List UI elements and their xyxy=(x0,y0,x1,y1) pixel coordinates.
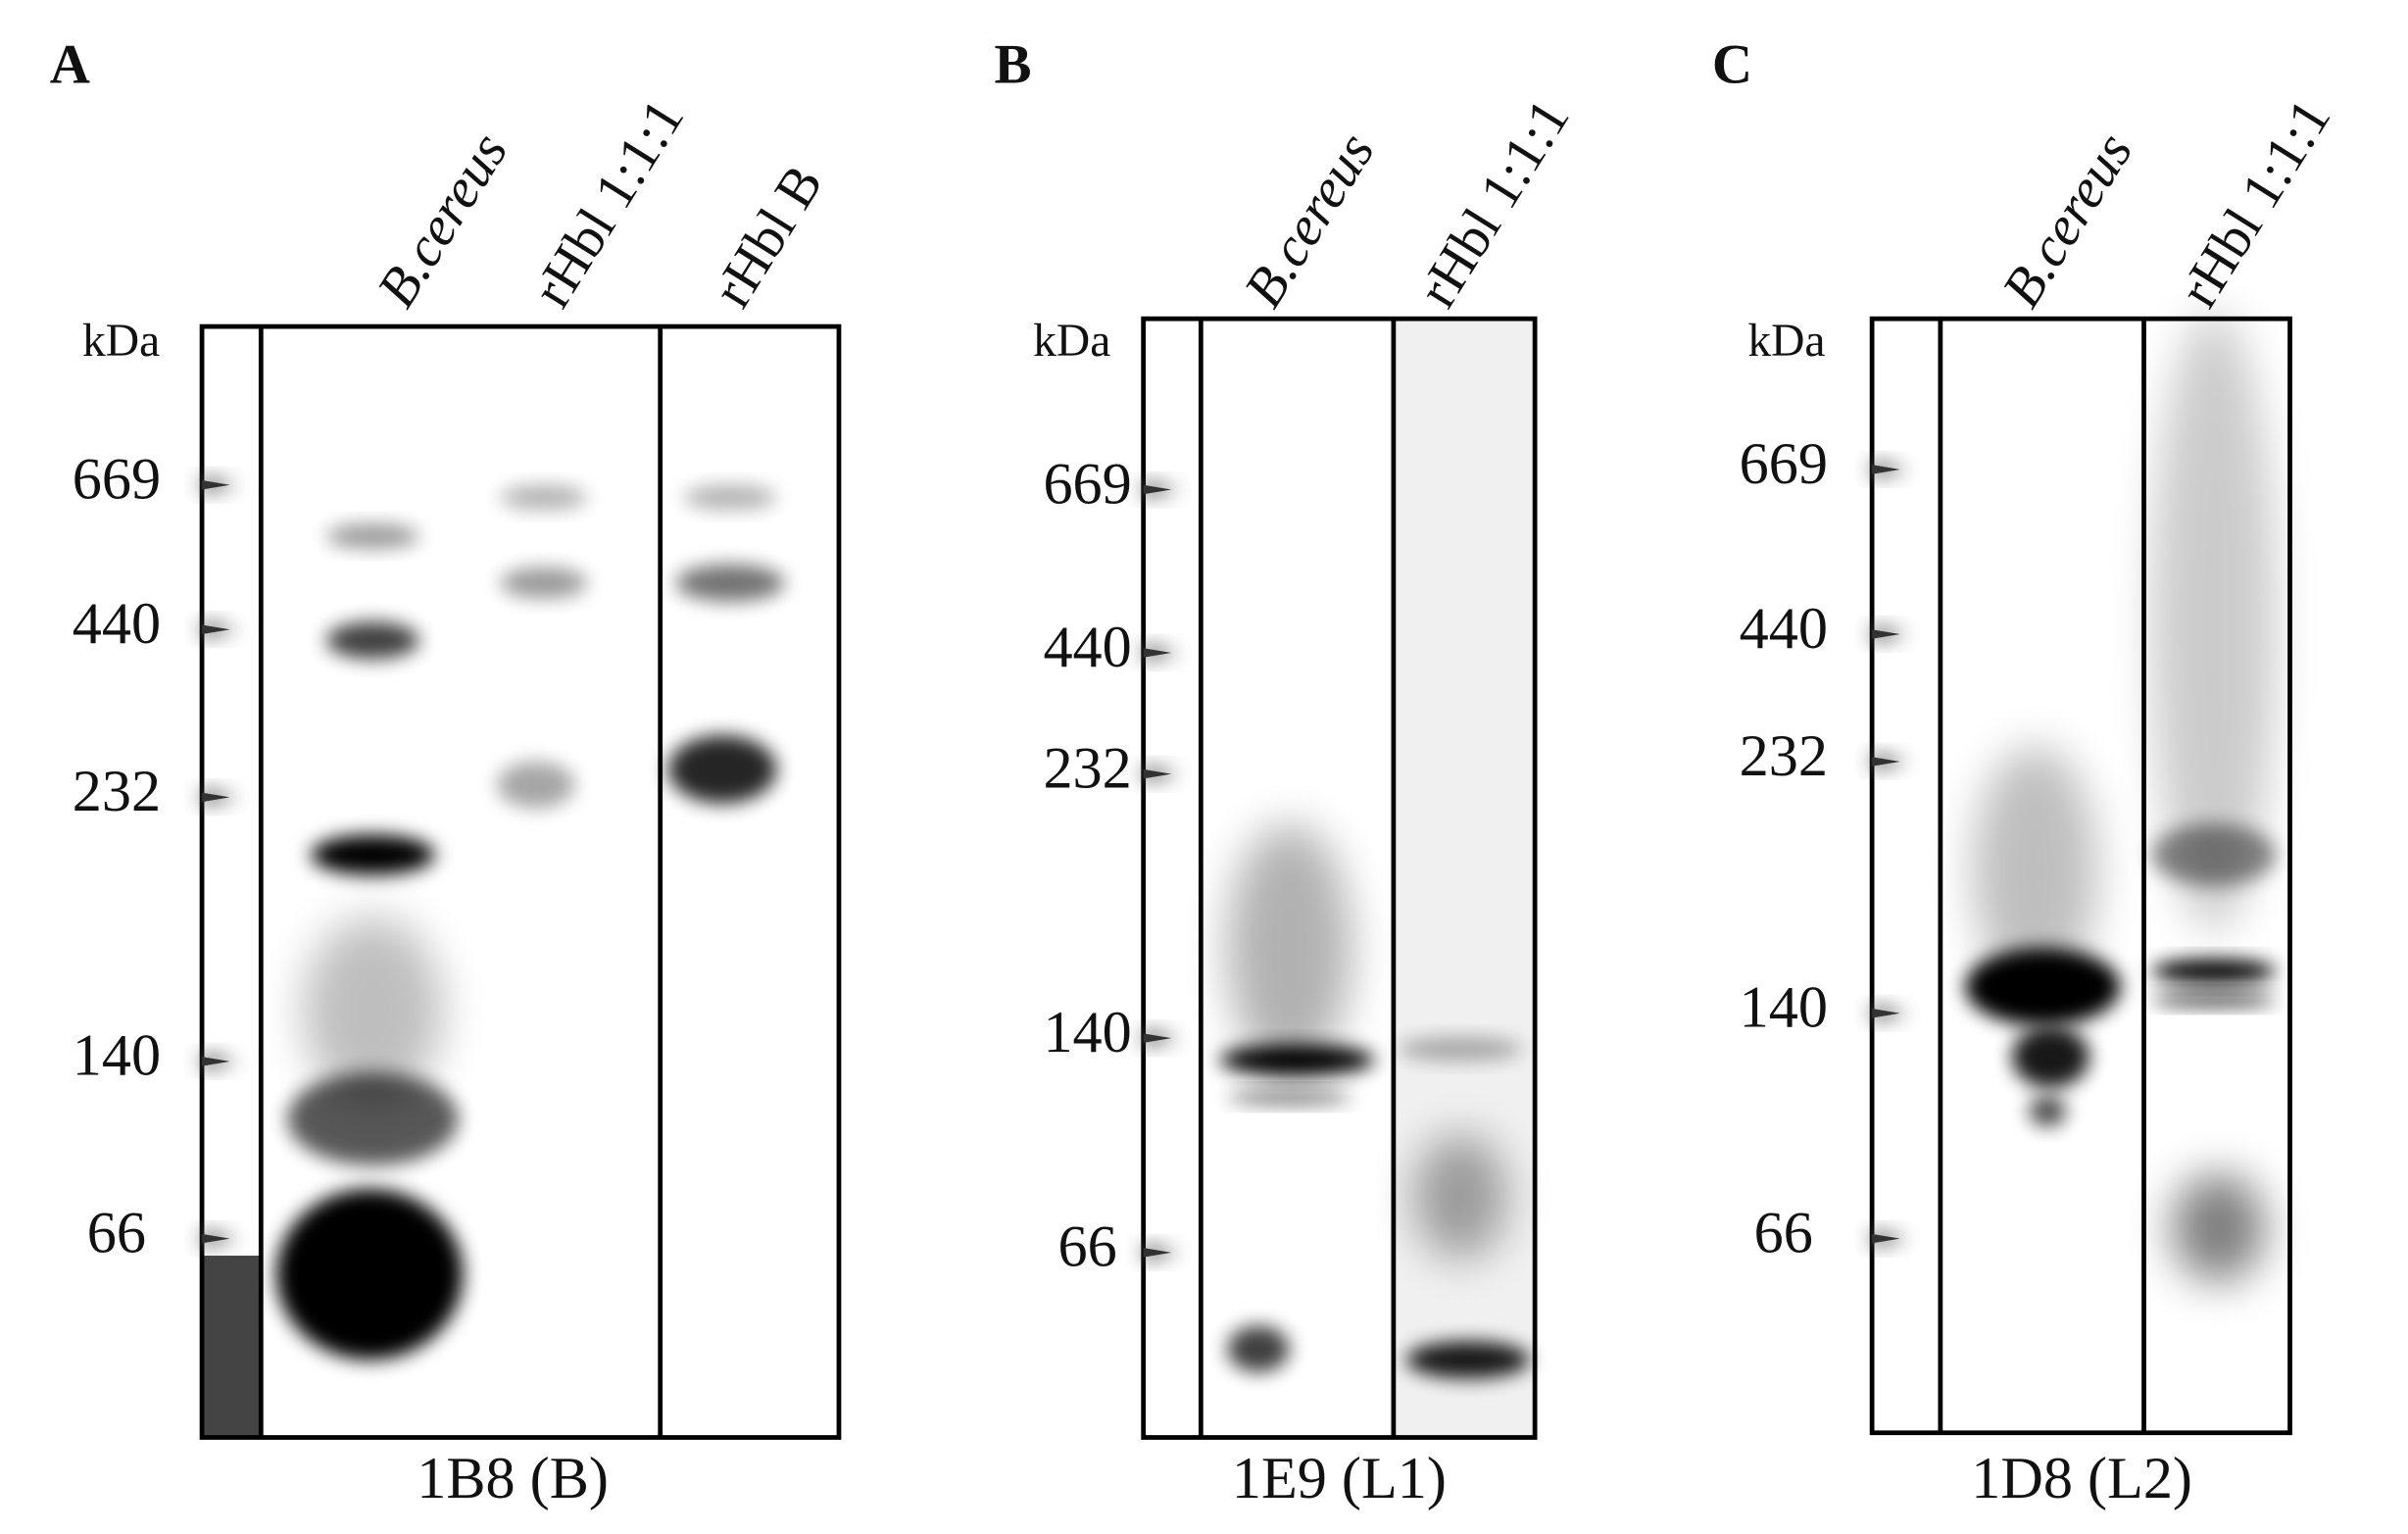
marker-label: 232 xyxy=(1740,723,1828,789)
band xyxy=(311,834,435,875)
marker-band xyxy=(1872,1233,1900,1244)
band xyxy=(303,916,443,1104)
lane-label: B.cereus xyxy=(1232,123,1386,319)
blot-frame xyxy=(199,323,842,1440)
marker-band xyxy=(1143,768,1172,779)
panel-label: B xyxy=(994,34,1031,96)
band xyxy=(683,484,777,511)
antibody-caption: 1E9 (L1) xyxy=(1232,1446,1447,1511)
band xyxy=(325,523,419,549)
band xyxy=(497,761,575,809)
antibody-caption: 1B8 (B) xyxy=(417,1446,609,1511)
band xyxy=(1973,746,2097,995)
band xyxy=(2172,1173,2266,1282)
marker-band xyxy=(1143,648,1172,658)
band xyxy=(1227,823,1352,1072)
unit-label: kDa xyxy=(1033,316,1110,367)
marker-label: 440 xyxy=(73,591,161,657)
marker-label: 232 xyxy=(1043,735,1131,801)
unit-label: kDa xyxy=(82,316,160,367)
marker-label: 140 xyxy=(1043,1000,1131,1065)
marker-label: 66 xyxy=(1058,1214,1117,1280)
marker-band xyxy=(1872,757,1900,767)
band xyxy=(325,621,419,660)
band xyxy=(2151,991,2277,1008)
band xyxy=(1965,948,2121,1026)
band xyxy=(1398,1036,1523,1062)
band xyxy=(2151,311,2277,933)
unit-label: kDa xyxy=(1747,316,1825,367)
marker-band xyxy=(1143,1033,1172,1043)
marker-band xyxy=(202,1233,230,1244)
marker-band xyxy=(1872,629,1900,639)
lane-label: rHbl 1:1:1 xyxy=(2168,89,2343,319)
band xyxy=(500,484,588,511)
lane-label: B.cereus xyxy=(366,123,519,319)
lane-label: rHbl B xyxy=(701,155,835,318)
band xyxy=(1405,1341,1531,1379)
marker-band xyxy=(1143,484,1172,495)
band xyxy=(1227,1089,1352,1106)
band xyxy=(276,1188,464,1361)
marker-band xyxy=(202,1057,230,1066)
panel-label: C xyxy=(1712,34,1752,96)
marker-band xyxy=(202,792,230,803)
band xyxy=(1227,1325,1290,1372)
band xyxy=(2011,1025,2090,1088)
band xyxy=(1219,1044,1375,1076)
blot-frame xyxy=(1869,316,2292,1436)
marker-band xyxy=(1143,1248,1172,1258)
marker-band xyxy=(1872,465,1900,474)
band xyxy=(2151,959,2277,984)
panel-label: A xyxy=(50,34,90,96)
lane-label: rHbl 1:1:1 xyxy=(1406,89,1582,319)
band xyxy=(2151,823,2277,886)
band xyxy=(667,735,777,804)
antibody-caption: 1D8 (L2) xyxy=(1971,1446,2192,1511)
marker-label: 669 xyxy=(73,447,161,513)
lane-shade xyxy=(1393,319,1536,1438)
marker-label: 232 xyxy=(73,759,161,824)
marker-label: 140 xyxy=(1740,975,1828,1041)
marker-label: 440 xyxy=(1740,596,1828,662)
marker-band xyxy=(202,480,230,490)
marker-label: 66 xyxy=(87,1200,146,1265)
band xyxy=(287,1071,459,1166)
marker-label: 669 xyxy=(1740,431,1828,497)
marker-smear xyxy=(202,1256,262,1438)
band xyxy=(2029,1095,2067,1127)
band xyxy=(675,564,785,602)
lane-label: B.cereus xyxy=(1990,123,2144,319)
blot-frame xyxy=(1141,316,1538,1440)
marker-band xyxy=(202,624,230,634)
marker-label: 140 xyxy=(73,1023,161,1089)
band xyxy=(500,567,588,599)
lane-label: rHbl 1:1:1 xyxy=(520,89,696,319)
marker-label: 440 xyxy=(1043,615,1131,680)
band xyxy=(1413,1134,1507,1260)
marker-label: 669 xyxy=(1043,451,1131,517)
marker-band xyxy=(1872,1008,1900,1018)
marker-label: 66 xyxy=(1754,1200,1813,1265)
